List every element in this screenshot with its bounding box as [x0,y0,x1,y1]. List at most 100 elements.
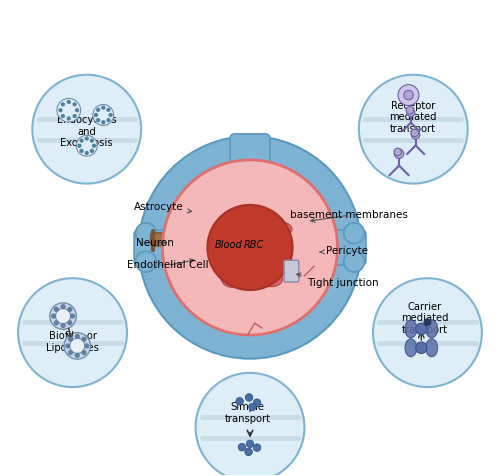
Circle shape [70,314,74,318]
Circle shape [236,397,244,405]
Circle shape [407,109,415,117]
Circle shape [246,440,254,447]
Circle shape [136,251,156,272]
Circle shape [80,139,83,142]
Circle shape [76,109,78,112]
Circle shape [411,129,418,137]
Circle shape [136,223,156,244]
Circle shape [86,137,88,140]
Circle shape [424,319,431,326]
Circle shape [57,99,80,122]
Circle shape [102,121,104,124]
Circle shape [416,342,427,354]
Circle shape [54,321,58,325]
Circle shape [62,103,64,106]
Circle shape [208,205,292,290]
FancyBboxPatch shape [134,230,198,265]
Text: Endocytosis
and
Exocytosis: Endocytosis and Exocytosis [57,115,116,148]
Ellipse shape [405,320,417,338]
Circle shape [85,344,88,348]
Circle shape [96,119,100,121]
Text: RBC: RBC [244,240,264,250]
Circle shape [66,344,70,348]
Circle shape [82,351,86,355]
Circle shape [107,109,110,111]
Circle shape [93,105,114,125]
Circle shape [344,251,364,272]
Circle shape [253,165,276,189]
Text: Pericyte: Pericyte [320,246,368,256]
Circle shape [102,106,104,109]
Ellipse shape [208,239,225,251]
Circle shape [373,278,482,387]
Circle shape [73,115,76,118]
Circle shape [224,165,247,189]
FancyBboxPatch shape [150,233,182,246]
Circle shape [76,354,79,357]
Text: Astrocyte: Astrocyte [134,202,192,213]
Circle shape [245,448,252,456]
FancyBboxPatch shape [230,134,270,198]
Circle shape [50,303,76,329]
Circle shape [61,324,65,327]
Circle shape [56,308,70,324]
Circle shape [246,394,253,401]
Text: basement membranes: basement membranes [290,210,408,222]
Circle shape [68,100,70,103]
Text: Carrier
mediated
transport: Carrier mediated transport [402,302,449,335]
Circle shape [86,151,88,154]
Circle shape [68,337,72,341]
Circle shape [18,278,127,387]
Circle shape [59,109,62,112]
Circle shape [68,307,71,311]
FancyBboxPatch shape [284,260,298,282]
Circle shape [162,160,338,335]
Ellipse shape [274,222,292,235]
Circle shape [107,119,110,121]
Circle shape [61,305,65,308]
Circle shape [253,306,276,329]
Circle shape [224,306,247,329]
Circle shape [68,117,70,120]
Circle shape [139,136,361,359]
Circle shape [196,373,304,476]
Circle shape [82,337,86,341]
Circle shape [52,314,56,318]
Text: Neuron: Neuron [136,238,174,248]
Circle shape [80,149,83,152]
Circle shape [406,107,413,114]
Circle shape [254,399,261,407]
Text: Simple
transport: Simple transport [224,402,270,424]
Ellipse shape [426,339,438,357]
Circle shape [394,148,402,156]
Circle shape [94,114,98,116]
Circle shape [254,444,261,451]
FancyBboxPatch shape [230,259,270,323]
Circle shape [416,323,427,335]
Circle shape [398,85,419,106]
Circle shape [78,144,81,147]
Circle shape [68,351,72,355]
Text: Biofilm or
Liposomes: Biofilm or Liposomes [46,331,99,353]
Circle shape [32,75,141,184]
Circle shape [238,443,246,451]
Circle shape [96,109,100,111]
Ellipse shape [228,211,244,223]
Ellipse shape [405,339,417,357]
Circle shape [344,223,364,244]
Circle shape [70,338,85,354]
Circle shape [68,321,71,325]
Text: Tight junction: Tight junction [296,273,378,288]
Circle shape [248,403,256,411]
Text: Blood: Blood [215,240,242,250]
Circle shape [394,149,404,159]
Circle shape [359,75,468,184]
Ellipse shape [426,320,438,338]
Ellipse shape [261,247,277,258]
Text: Endothelial Cell: Endothelial Cell [127,259,208,270]
Circle shape [109,114,112,116]
Ellipse shape [222,274,240,288]
FancyBboxPatch shape [302,230,366,265]
Ellipse shape [301,232,336,278]
Circle shape [76,135,97,156]
